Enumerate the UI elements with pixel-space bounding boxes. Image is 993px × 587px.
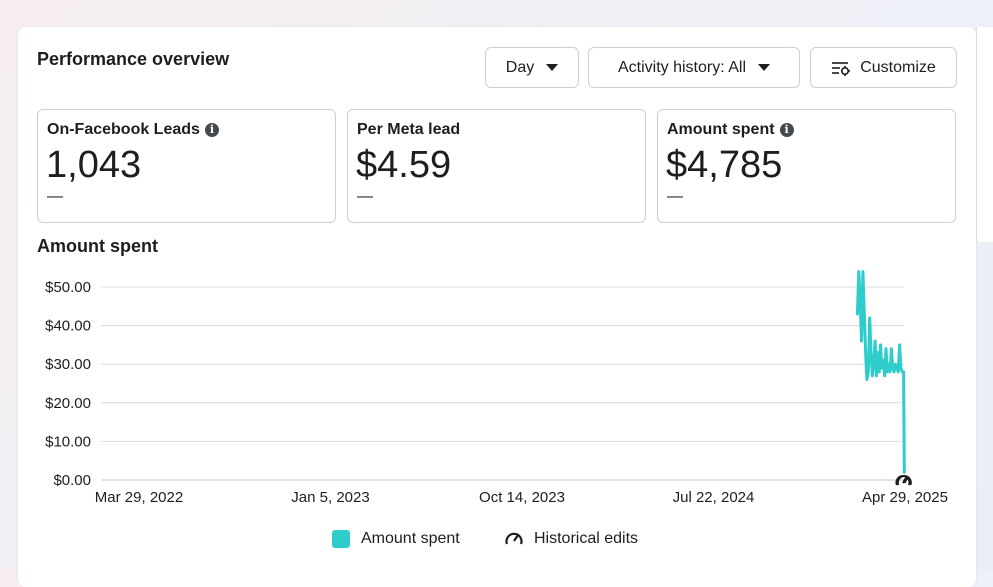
x-tick-label: Oct 14, 2023 (479, 489, 565, 506)
day-dropdown[interactable]: Day (485, 47, 579, 88)
metric-value: 1,043 (46, 144, 142, 186)
metric-value: $4.59 (356, 144, 452, 186)
legend-label: Amount spent (361, 530, 460, 547)
x-tick-label: Mar 29, 2022 (95, 489, 183, 506)
metric-card-amount-spent[interactable]: Amount spent i $4,785 — (657, 109, 956, 223)
metric-label: Per Meta lead (357, 121, 461, 138)
metric-label: Amount spent (667, 121, 775, 138)
amount-spent-chart: $0.00 $10.00 $20.00 $30.00 $40.00 $50.00 Mar 2… (45, 270, 948, 506)
y-tick-label: $10.00 (45, 433, 91, 450)
y-tick-label: $30.00 (45, 356, 91, 373)
legend-item-historical-edits[interactable]: Historical edits (504, 530, 638, 548)
metric-label-wrap: Per Meta lead (357, 121, 460, 139)
x-tick-label: Jul 22, 2024 (673, 489, 755, 506)
info-icon[interactable]: i (204, 123, 219, 137)
customize-button[interactable]: Customize (810, 47, 957, 88)
activity-history-label: Activity history: All (617, 58, 747, 76)
x-tick-label: Apr 29, 2025 (862, 489, 948, 506)
y-tick-label: $0.00 (53, 472, 91, 489)
metric-delta: — (357, 188, 373, 205)
activity-history-dropdown[interactable]: Activity history: All (588, 47, 800, 88)
side-panel-edge (976, 27, 993, 242)
x-tick-label: Jan 5, 2023 (291, 489, 369, 506)
metric-label: On-Facebook Leads (47, 121, 200, 138)
metric-value: $4,785 (666, 144, 783, 186)
customize-label: Customize (860, 58, 936, 76)
day-dropdown-label: Day (505, 58, 535, 76)
metric-label-wrap: On-Facebook Leads i (47, 121, 219, 139)
info-icon[interactable]: i (779, 123, 794, 137)
sliders-icon (831, 60, 851, 76)
legend-swatch (332, 530, 350, 548)
y-tick-label: $20.00 (45, 395, 91, 412)
metric-card-cost-per-lead[interactable]: Per Meta lead $4.59 — (347, 109, 646, 223)
legend-item-amount-spent[interactable]: Amount spent (332, 530, 460, 548)
y-tick-label: $40.00 (45, 318, 91, 335)
metric-label-wrap: Amount spent i (667, 121, 794, 139)
metric-delta: — (667, 188, 683, 205)
chart-title: Amount spent (37, 236, 158, 256)
metric-delta: — (47, 188, 63, 205)
metric-card-leads[interactable]: On-Facebook Leads i 1,043 — (37, 109, 336, 223)
historical-edit-marker[interactable] (896, 475, 912, 486)
legend-label: Historical edits (534, 530, 639, 547)
series-line-amount-spent (855, 270, 906, 474)
y-tick-label: $50.00 (45, 279, 91, 296)
caret-down-icon (758, 64, 771, 71)
caret-down-icon (546, 64, 559, 71)
performance-overview-card: Performance overview Day Activity histor… (18, 27, 976, 587)
page-title: Performance overview (37, 49, 230, 69)
gauge-icon (504, 530, 524, 548)
